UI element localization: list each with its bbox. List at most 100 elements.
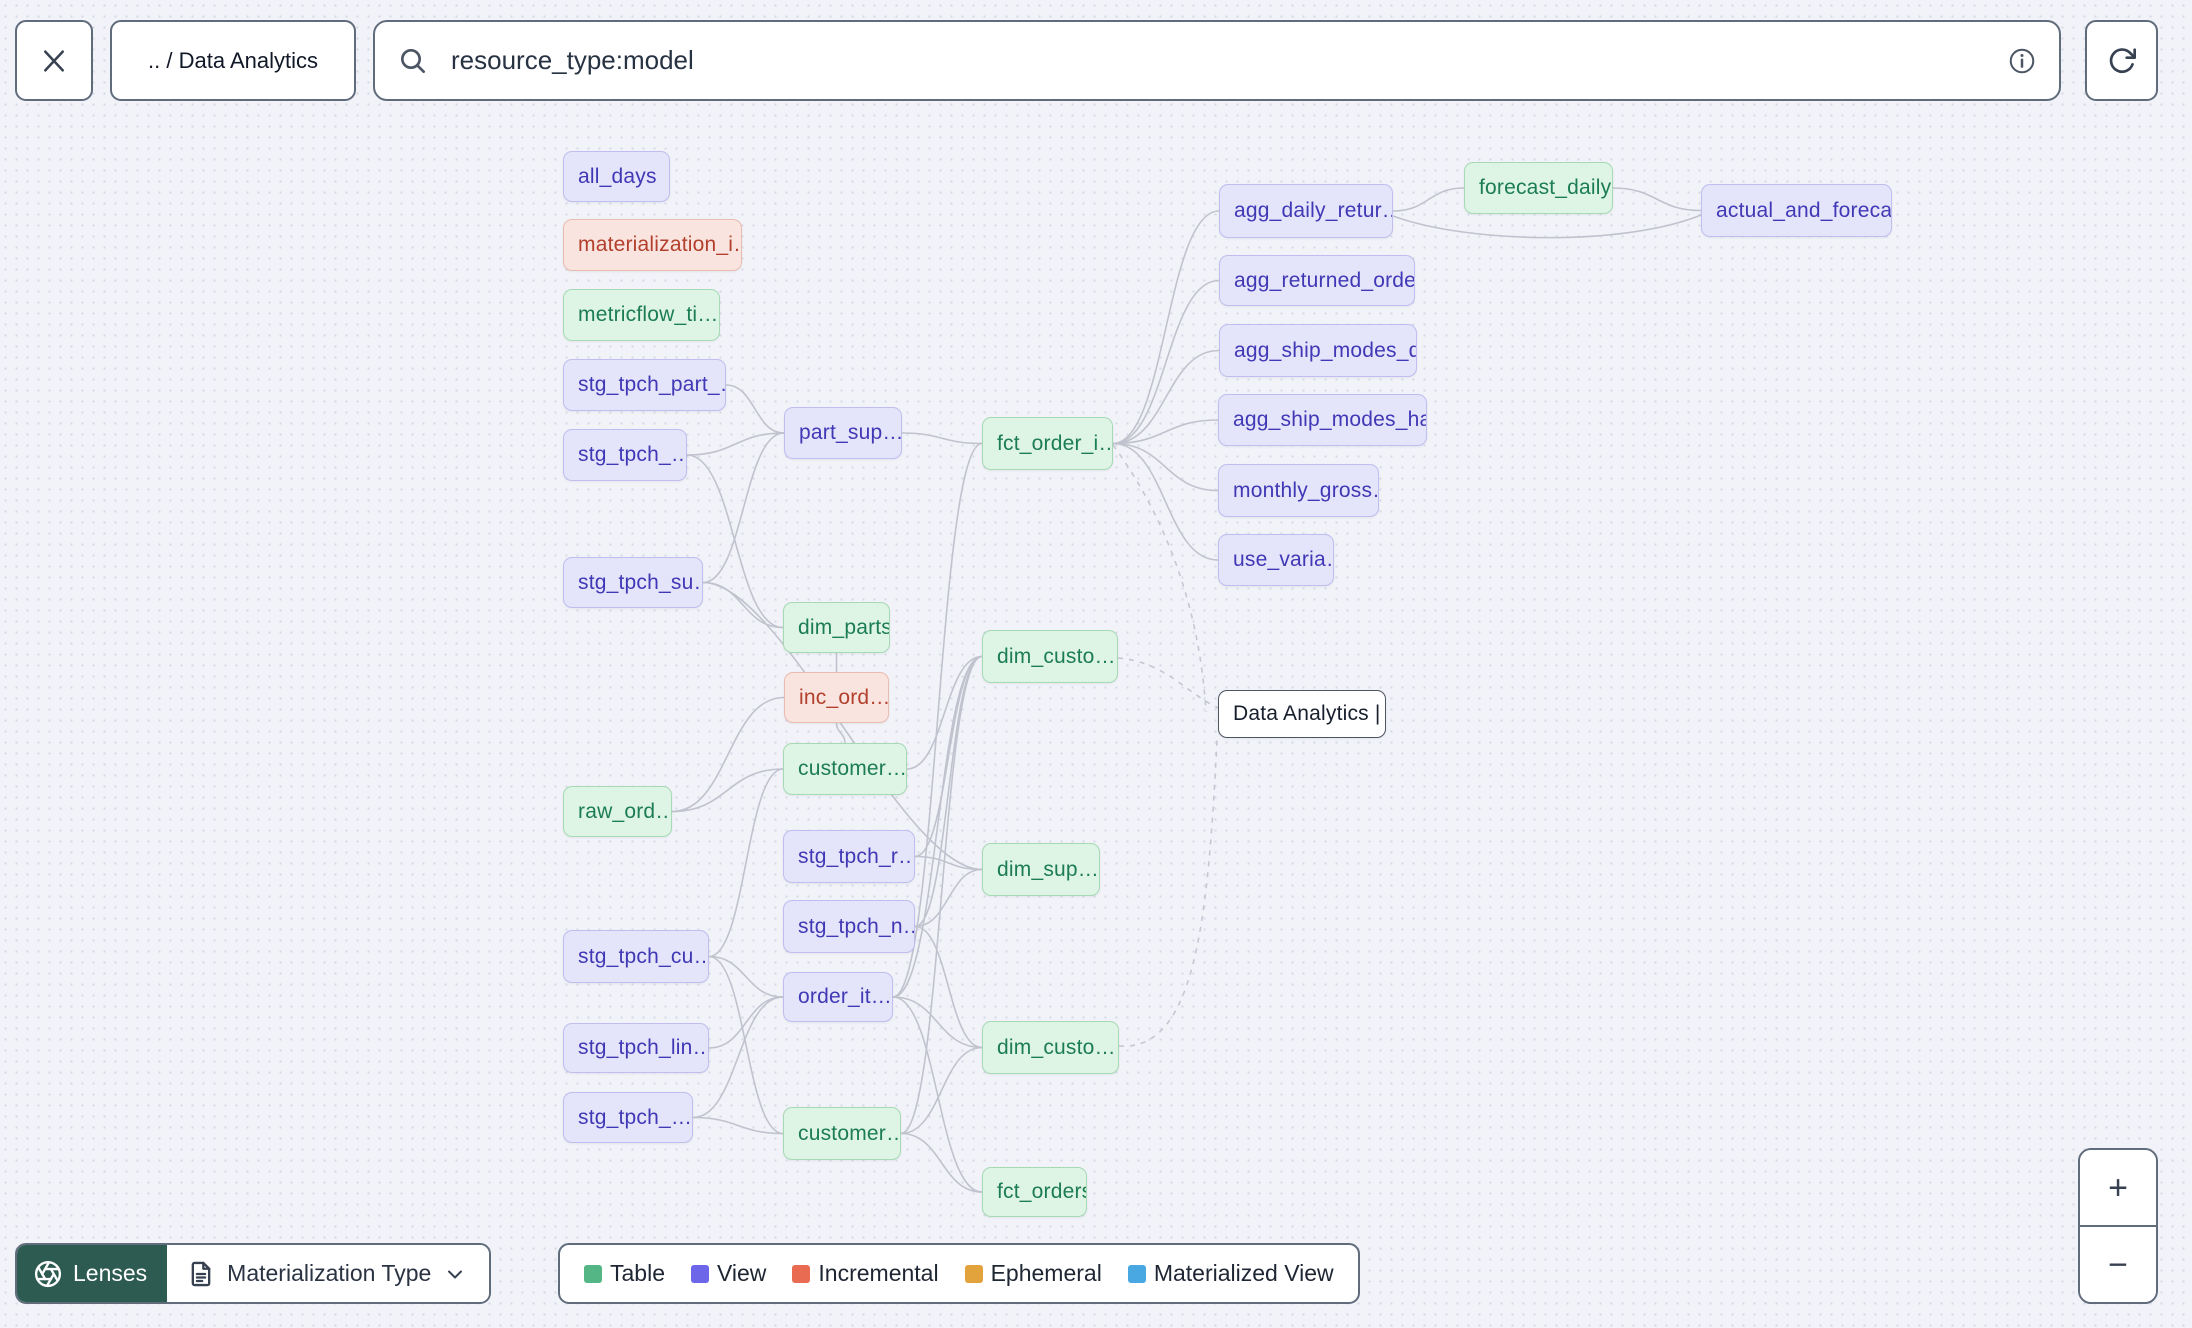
search-input[interactable] [449, 44, 2007, 77]
chevron-down-icon [443, 1262, 467, 1286]
lenses-label: Lenses [73, 1260, 148, 1286]
legend: Table View Incremental Ephemeral Materialize… [558, 1243, 1360, 1304]
lens-dropdown[interactable]: Materialization Type [167, 1245, 490, 1302]
graph-node-use-varia[interactable]: use_varia… [1218, 534, 1334, 586]
aperture-icon [33, 1259, 63, 1289]
graph-node-monthly-gross[interactable]: monthly_gross… [1218, 464, 1379, 517]
legend-label: Ephemeral [990, 1260, 1102, 1286]
edge-L6-M2 [702, 581, 784, 629]
legend-item-incremental: Incremental [792, 1260, 939, 1287]
edge-A1-F2 [1392, 214, 1702, 239]
graph-node-all-days[interactable]: all_days [563, 151, 670, 202]
graph-node-agg-ship-modes-ha[interactable]: agg_ship_modes_ha… [1218, 394, 1427, 446]
legend-swatch [584, 1264, 602, 1283]
graph-node-agg-daily-retur[interactable]: agg_daily_retur… [1219, 184, 1393, 238]
legend-label: View [716, 1260, 767, 1286]
edge-M8-R5 [900, 1132, 983, 1193]
graph-node-stg-tpch[interactable]: stg_tpch_… [563, 429, 687, 481]
search-bar[interactable] [373, 20, 2061, 101]
refresh-icon [2106, 45, 2138, 77]
edge-L10-M8 [692, 1116, 784, 1135]
refresh-button[interactable] [2085, 20, 2158, 101]
graph-node-stg-tpch-cu[interactable]: stg_tpch_cu… [563, 930, 709, 983]
edge-A1-F1 [1392, 187, 1465, 212]
legend-swatch [792, 1264, 811, 1283]
edge-R1-A4 [1112, 419, 1219, 445]
edge-M8-R2 [900, 655, 983, 1135]
graph-node-stg-tpch-lin[interactable]: stg_tpch_lin… [563, 1023, 709, 1073]
close-icon [39, 46, 69, 76]
edge-M6-R2 [914, 655, 983, 928]
lens-selected-label: Materialization Type [227, 1260, 432, 1286]
legend-label: Table [610, 1260, 665, 1286]
graph-node-stg-tpch-part[interactable]: stg_tpch_part_… [563, 359, 726, 411]
edge-M5-R2 [914, 655, 983, 858]
edge-M6-R3 [914, 868, 983, 928]
lenses-control: Lenses Materialization Type [15, 1243, 492, 1304]
edge-M7-R5 [892, 996, 983, 1193]
edge-M4-R2 [906, 655, 983, 770]
graph-node-fct-order-i[interactable]: fct_order_i… [982, 417, 1113, 470]
zoom-divider [2080, 1225, 2156, 1227]
graph-node-stg-tpch[interactable]: stg_tpch_… [563, 1092, 693, 1143]
edge-L9-M7 [708, 996, 784, 1049]
graph-node-stg-tpch-n[interactable]: stg_tpch_n… [783, 900, 915, 953]
graph-node-stg-tpch-su[interactable]: stg_tpch_su… [563, 557, 703, 608]
edge-R1-X1 [1112, 444, 1207, 713]
edge-R1-A3 [1112, 349, 1220, 445]
legend-label: Incremental [818, 1260, 939, 1286]
breadcrumb-label: .. / Data Analytics [148, 47, 318, 73]
zoom-in-button[interactable]: + [2080, 1150, 2156, 1225]
search-icon [397, 45, 429, 77]
graph-node-forecast-daily[interactable]: forecast_daily… [1464, 162, 1613, 214]
edge-M5-R3 [914, 855, 983, 871]
graph-node-agg-ship-modes-d[interactable]: agg_ship_modes_d… [1219, 324, 1417, 377]
edge-M1-R1 [901, 432, 983, 445]
graph-node-dim-custo[interactable]: dim_custo… [982, 630, 1118, 683]
breadcrumb[interactable]: .. / Data Analytics [110, 20, 356, 101]
graph-node-customer[interactable]: customer… [783, 743, 907, 795]
edge-M6-R4 [914, 925, 983, 1049]
document-icon [187, 1260, 215, 1288]
graph-node-customer[interactable]: customer… [783, 1107, 901, 1160]
graph-node-dim-parts[interactable]: dim_parts [783, 602, 890, 653]
graph-node-stg-tpch-r[interactable]: stg_tpch_r… [783, 830, 915, 883]
graph-node-metricflow-ti[interactable]: metricflow_ti… [563, 289, 720, 341]
edge-L8-M8 [708, 955, 784, 1135]
edge-L6-M1 [702, 432, 785, 584]
graph-node-materialization-i[interactable]: materialization_i… [563, 219, 742, 271]
graph-node-dim-sup[interactable]: dim_sup… [982, 843, 1100, 896]
legend-label: Materialized View [1153, 1260, 1334, 1286]
edge-L7-M4 [671, 768, 784, 813]
info-icon[interactable] [2007, 46, 2037, 76]
close-button[interactable] [15, 20, 93, 101]
edge-R1-A1 [1112, 210, 1220, 445]
graph-node-actual-and-foreca[interactable]: actual_and_foreca… [1701, 184, 1892, 237]
zoom-out-button[interactable]: − [2080, 1227, 2156, 1302]
edge-R1-A5 [1112, 442, 1219, 492]
graph-node-fct-orders[interactable]: fct_orders [982, 1167, 1087, 1217]
legend-swatch [1127, 1264, 1146, 1283]
legend-item-table: Table [584, 1260, 665, 1287]
edge-M8-R4 [900, 1046, 983, 1135]
graph-node-data-analytics[interactable]: Data Analytics | … [1218, 690, 1386, 738]
edge-R2-X1 [1117, 657, 1219, 709]
edge-R1-A6 [1112, 442, 1219, 561]
edge-R1-A2 [1112, 279, 1220, 445]
edge-L4-M1 [725, 384, 785, 434]
legend-item-ephemeral: Ephemeral [964, 1260, 1102, 1287]
graph-node-dim-custo[interactable]: dim_custo… [982, 1021, 1119, 1074]
edge-L5-M1 [686, 432, 785, 456]
legend-swatch [964, 1264, 983, 1283]
legend-item-materialized-view: Materialized View [1127, 1260, 1334, 1287]
graph-node-agg-returned-orde[interactable]: agg_returned_orde… [1219, 255, 1415, 306]
graph-node-order-it[interactable]: order_it… [783, 972, 893, 1022]
edge-M7-R4 [892, 996, 983, 1049]
lenses-button[interactable]: Lenses [17, 1245, 168, 1302]
graph-node-part-sup[interactable]: part_sup… [784, 407, 902, 459]
legend-item-view: View [690, 1260, 767, 1287]
graph-node-raw-ord[interactable]: raw_ord… [563, 786, 672, 837]
graph-node-inc-ord[interactable]: inc_ord… [784, 672, 889, 723]
edge-L8-M4 [708, 768, 784, 958]
